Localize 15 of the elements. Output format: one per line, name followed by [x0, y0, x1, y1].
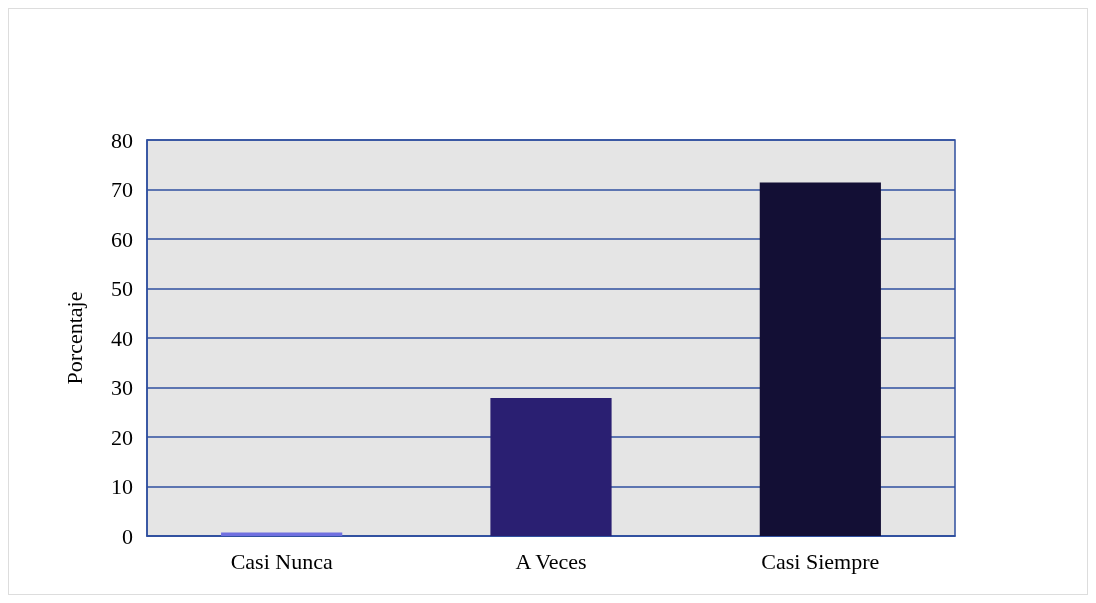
y-tick-label: 50 [111, 276, 133, 301]
y-tick-label: 0 [122, 523, 133, 549]
y-tick-label: 40 [111, 325, 133, 351]
bar [759, 182, 881, 536]
y-tick-label: 10 [111, 474, 133, 499]
y-tick-label: 70 [111, 177, 133, 202]
y-tick-label: 60 [111, 226, 133, 252]
y-tick-label: 20 [111, 424, 133, 450]
bar [490, 397, 612, 536]
x-tick-label: Casi Nunca [230, 548, 333, 574]
y-tick-label: 30 [111, 375, 133, 400]
y-tick-label: 80 [111, 127, 133, 153]
x-tick-label: Casi Siempre [761, 548, 880, 574]
y-axis-title: Porcentaje [61, 291, 87, 385]
x-tick-label: A Veces [515, 548, 587, 574]
